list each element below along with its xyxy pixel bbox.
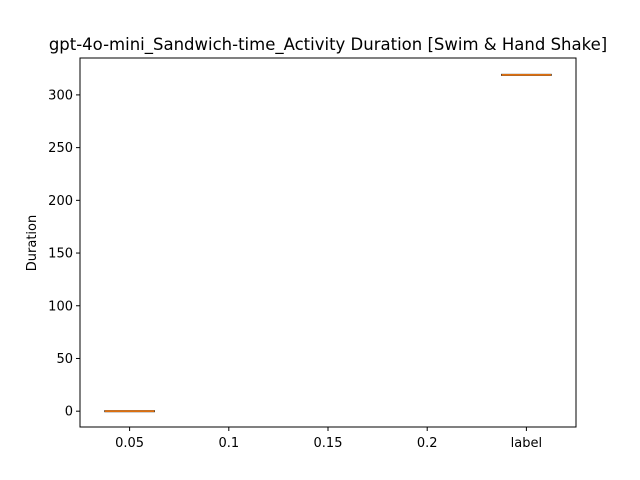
y-axis: 0 50 100 150 200 250 300 [48, 88, 80, 420]
plot-marks [104, 73, 552, 413]
box-0.05 [104, 410, 155, 413]
y-tick-label: 150 [48, 247, 73, 262]
x-axis: 0.05 0.1 0.15 0.2 label [115, 427, 542, 451]
chart-title: gpt-4o-mini_Sandwich-time_Activity Durat… [49, 35, 607, 55]
y-tick-label: 300 [48, 88, 73, 103]
x-tick-label: label [511, 436, 542, 451]
x-tick-label: 0.1 [218, 436, 239, 451]
x-tick-label: 0.05 [115, 436, 144, 451]
y-tick-label: 250 [48, 141, 73, 156]
y-axis-label: Duration [25, 215, 40, 271]
y-tick-label: 100 [48, 299, 73, 314]
x-tick-label: 0.2 [417, 436, 438, 451]
y-tick-label: 50 [56, 352, 73, 367]
plot-frame [79, 57, 577, 428]
y-tick-label: 200 [48, 194, 73, 209]
x-tick-label: 0.15 [314, 436, 343, 451]
y-tick-label: 0 [65, 405, 73, 420]
box-label [501, 73, 552, 76]
